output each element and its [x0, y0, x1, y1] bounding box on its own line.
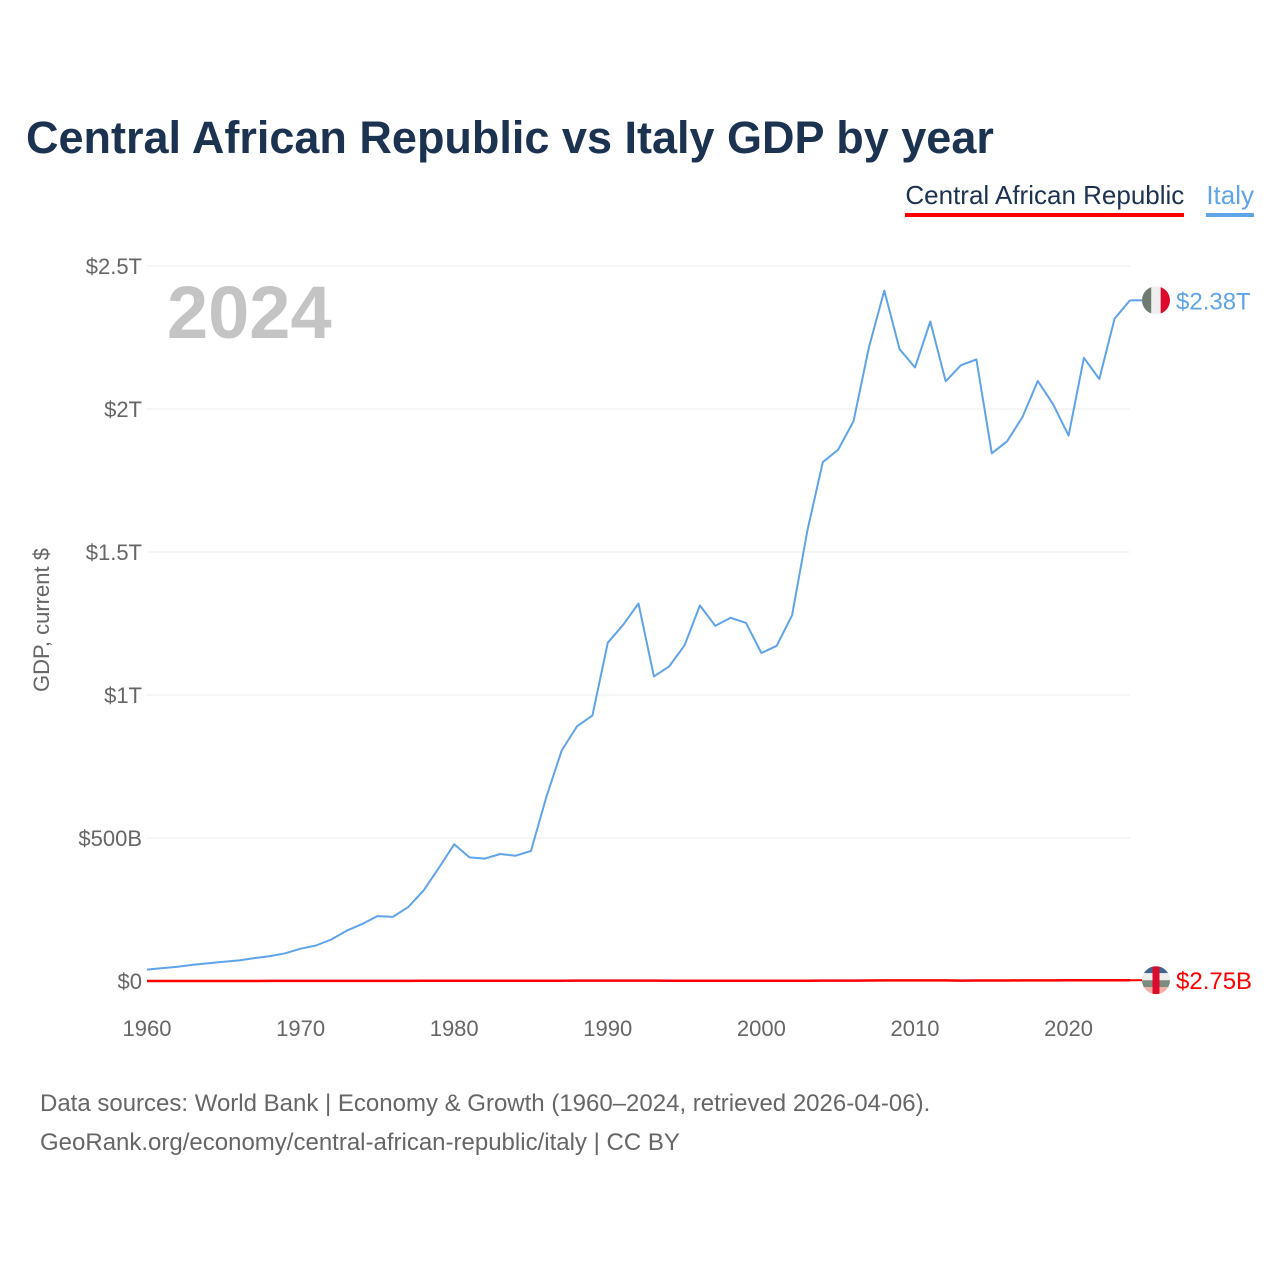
legend-item-central-african-republic[interactable]: Central African Republic [905, 180, 1185, 217]
footer: Data sources: World Bank | Economy & Gro… [40, 1084, 930, 1162]
x-tick-label: 2010 [890, 1016, 939, 1041]
italy-flag-icon [1142, 286, 1170, 315]
footer-sources: Data sources: World Bank | Economy & Gro… [40, 1090, 931, 1117]
y-tick-label: $1.5T [86, 540, 142, 565]
chart-title: Central African Republic vs Italy GDP by… [26, 112, 994, 163]
end-value-label-central-african-republic: $2.75B [1176, 968, 1252, 995]
y-tick-label: $0 [118, 969, 142, 994]
x-tick-label: 1980 [430, 1016, 479, 1041]
x-tick-label: 2020 [1044, 1016, 1093, 1041]
x-tick-label: 1970 [276, 1016, 325, 1041]
footer-link[interactable]: GeoRank.org/economy/central-african-repu… [40, 1129, 680, 1156]
y-tick-label: $1T [104, 683, 142, 708]
series-line-italy [146, 289, 1131, 971]
end-value-label-italy: $2.38T [1176, 288, 1251, 315]
legend: Central African Republic Italy [905, 180, 1254, 217]
y-tick-label: $500B [78, 826, 142, 851]
x-tick-label: 2000 [737, 1016, 786, 1041]
x-tick-label: 1960 [123, 1016, 172, 1041]
y-tick-label: $2.5T [86, 254, 142, 279]
y-tick-label: $2T [104, 397, 142, 422]
series-line-central-african-republic [147, 978, 1131, 983]
x-tick-label: 1990 [583, 1016, 632, 1041]
legend-item-italy[interactable]: Italy [1206, 180, 1254, 217]
year-watermark: 2024 [167, 271, 332, 354]
y-axis-label: GDP, current $ [29, 548, 54, 692]
central-african-republic-flag-icon [1142, 966, 1170, 995]
